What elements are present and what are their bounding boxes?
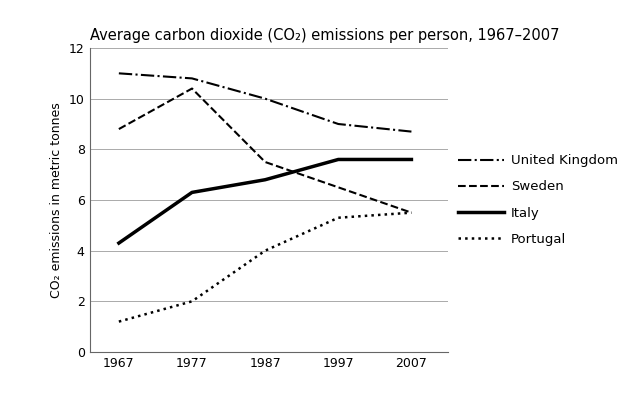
Italy <box>261 177 269 182</box>
Italy <box>188 190 196 195</box>
Sweden <box>188 86 196 91</box>
United Kingdom <box>115 71 123 76</box>
United Kingdom <box>335 122 342 126</box>
Sweden <box>261 160 269 164</box>
Sweden <box>335 185 342 190</box>
Text: Average carbon dioxide (CO₂) emissions per person, 1967–2007: Average carbon dioxide (CO₂) emissions p… <box>90 28 559 43</box>
Line: Portugal: Portugal <box>119 213 412 322</box>
Portugal <box>188 299 196 304</box>
Legend: United Kingdom, Sweden, Italy, Portugal: United Kingdom, Sweden, Italy, Portugal <box>458 154 618 246</box>
Italy <box>335 157 342 162</box>
United Kingdom <box>188 76 196 81</box>
Portugal <box>335 215 342 220</box>
Italy <box>115 241 123 246</box>
Line: United Kingdom: United Kingdom <box>119 73 412 132</box>
Portugal <box>261 248 269 253</box>
United Kingdom <box>261 96 269 101</box>
Italy <box>408 157 415 162</box>
Portugal <box>115 319 123 324</box>
Line: Italy: Italy <box>119 160 412 243</box>
Sweden <box>115 127 123 132</box>
Sweden <box>408 210 415 215</box>
Portugal <box>408 210 415 215</box>
Line: Sweden: Sweden <box>119 88 412 213</box>
United Kingdom <box>408 129 415 134</box>
Y-axis label: CO₂ emissions in metric tonnes: CO₂ emissions in metric tonnes <box>51 102 63 298</box>
